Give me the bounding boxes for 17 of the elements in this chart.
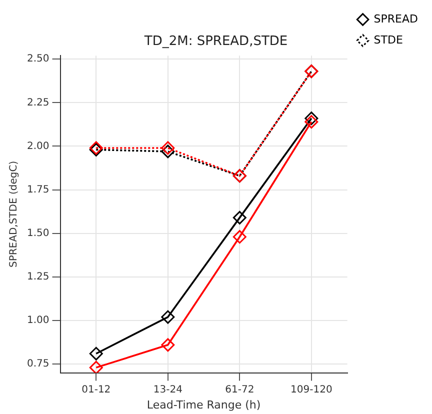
- y-tick-label: 1.75: [27, 184, 50, 196]
- y-tick-label: 0.75: [27, 358, 50, 370]
- y-axis-title: SPREAD,STDE (degC): [8, 160, 20, 268]
- y-tick-label: 2.25: [27, 97, 50, 108]
- chart-title: TD_2M: SPREAD,STDE: [143, 34, 288, 50]
- x-axis-title: Lead-Time Range (h): [146, 398, 261, 412]
- x-tick-label: 61-72: [225, 384, 254, 396]
- legend-label: STDE: [374, 33, 403, 46]
- y-tick-label: 1.50: [27, 228, 50, 239]
- y-tick-label: 1.00: [27, 315, 50, 326]
- x-tick-label: 109-120: [290, 384, 332, 396]
- x-tick-label: 01-12: [82, 384, 111, 396]
- legend-label: SPREAD: [374, 12, 418, 26]
- y-tick-label: 2.50: [27, 54, 50, 65]
- x-tick-label: 13-24: [153, 384, 182, 396]
- y-tick-label: 1.25: [27, 272, 50, 283]
- y-tick-label: 2.00: [27, 140, 50, 152]
